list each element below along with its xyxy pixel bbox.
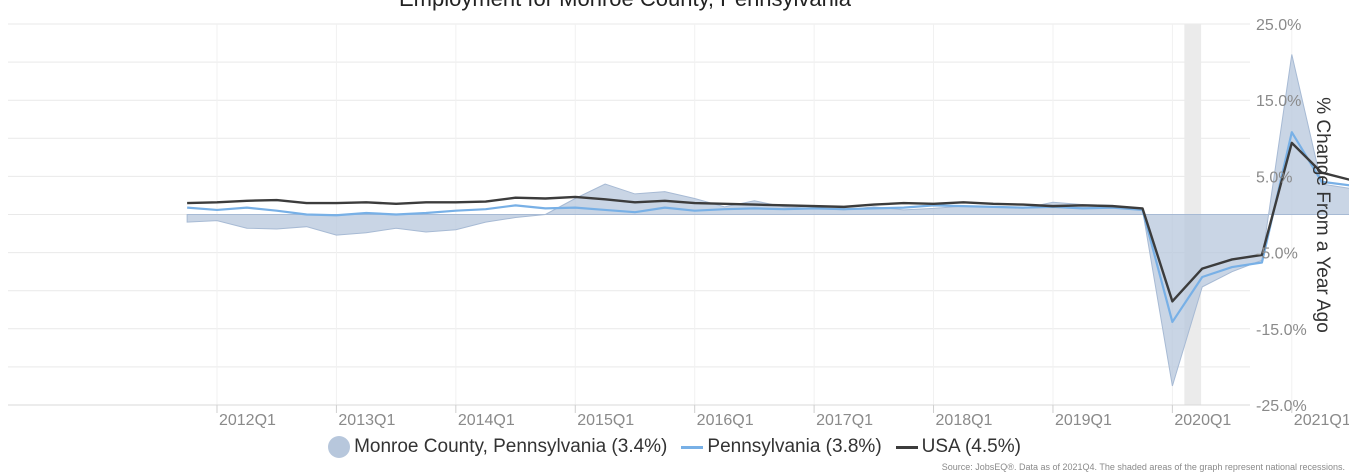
legend-item-pennsylvania[interactable]: Pennsylvania (3.8%)	[681, 436, 882, 458]
area-series	[186, 54, 1349, 387]
y-tick-labels: 25.0% 15.0% 5.0% -5.0% -15.0% -25.0%	[1256, 17, 1307, 415]
legend-label-usa: USA (4.5%)	[921, 436, 1021, 457]
x-tick-label: 2021Q1	[1294, 412, 1349, 429]
chart-title: Employment for Monroe County, Pennsylvan…	[0, 0, 1250, 12]
legend-item-usa[interactable]: USA (4.5%)	[895, 436, 1021, 458]
x-tick-label: 2018Q1	[936, 412, 993, 429]
pennsylvania-line	[187, 131, 1349, 324]
legend-label-pennsylvania: Pennsylvania (3.8%)	[707, 436, 882, 457]
x-tick-label: 2016Q1	[697, 412, 754, 429]
legend-item-monroe[interactable]: Monroe County, Pennsylvania (3.4%)	[328, 436, 667, 458]
y-tick-label: 25.0%	[1256, 17, 1301, 34]
usa-line	[187, 141, 1349, 303]
y-tick-label: 5.0%	[1256, 169, 1292, 186]
x-tick-label: 2020Q1	[1174, 412, 1231, 429]
x-tick-label: 2012Q1	[219, 412, 276, 429]
x-tick-label: 2015Q1	[577, 412, 634, 429]
y-tick-label: -15.0%	[1256, 322, 1307, 339]
monroe-area	[186, 54, 1349, 387]
legend-swatch-usa	[895, 445, 918, 449]
y-tick-label: -5.0%	[1256, 246, 1298, 263]
y-tick-label: -25.0%	[1256, 398, 1307, 415]
source-note: Source: JobsEQ®. Data as of 2021Q4. The …	[941, 462, 1345, 472]
legend-swatch-pennsylvania	[681, 445, 704, 449]
y-tick-label: 15.0%	[1256, 93, 1301, 110]
x-tick-label: 2014Q1	[458, 412, 515, 429]
y-axis-label: % Change From a Year Ago	[1312, 97, 1333, 333]
x-tick-labels: 2012Q1 2013Q1 2014Q1 2015Q1 2016Q1 2017Q1 2018…	[8, 404, 1349, 429]
legend-swatch-monroe	[328, 436, 351, 458]
legend-label-monroe: Monroe County, Pennsylvania (3.4%)	[354, 436, 668, 457]
x-tick-label: 2017Q1	[816, 412, 873, 429]
x-tick-label: 2019Q1	[1055, 412, 1112, 429]
line-series	[187, 131, 1349, 324]
legend: Monroe County, Pennsylvania (3.4%) Penns…	[0, 436, 1349, 458]
x-tick-label: 2013Q1	[338, 412, 395, 429]
